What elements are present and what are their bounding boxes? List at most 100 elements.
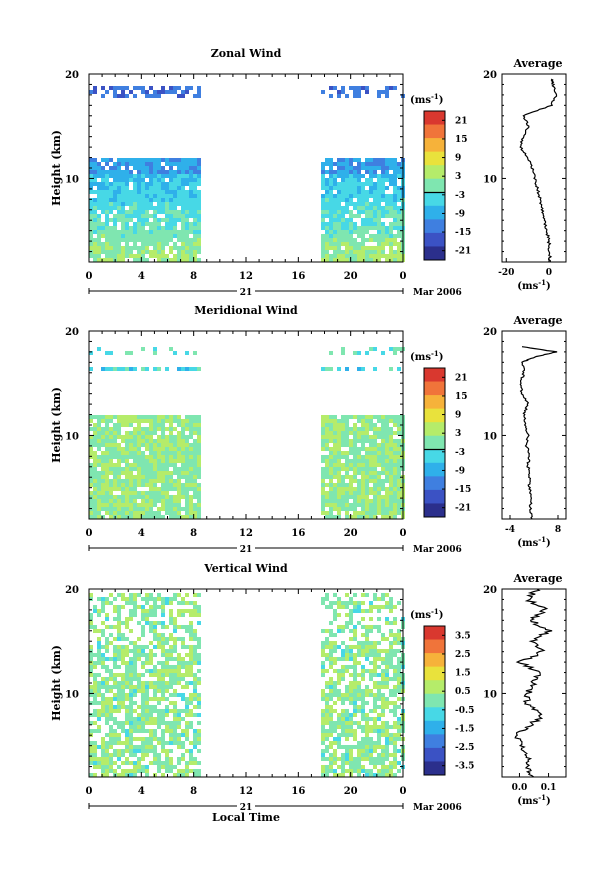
colorbar-segment: [424, 666, 445, 681]
x-tick-label: 16: [291, 786, 305, 797]
colorbar-segment: [424, 246, 445, 261]
colorbar-segment: [424, 165, 445, 180]
x-tick-label: 0: [400, 271, 407, 282]
average-frame: [501, 330, 567, 520]
colorbar-tick-label: 0.5: [455, 687, 471, 697]
colorbar-segment: [424, 626, 445, 641]
y-axis-label: Height (km): [50, 387, 63, 463]
date-label: Mar 2006: [413, 545, 462, 555]
colorbar-tick-label: -15: [455, 485, 471, 495]
average-x-tick-label: 0: [546, 268, 552, 278]
average-title: Average: [512, 57, 562, 70]
colorbar-tick-label: 2.5: [455, 650, 471, 660]
date-axis-caps: [88, 803, 404, 809]
y-axis-label: Height (km): [50, 130, 63, 206]
colorbar-frame: [423, 367, 446, 518]
colorbar-segment: [424, 408, 445, 423]
colorbar-tick-label: 3.5: [455, 631, 471, 641]
average-title: Average: [512, 572, 562, 585]
colorbar-tick-label: -3: [455, 448, 465, 458]
average-profile-panel: Average 10 20 -4 8 (ms-1): [483, 314, 567, 549]
x-tick-label: 0: [86, 271, 93, 282]
y-tick-label: 20: [65, 585, 79, 596]
y-tick-label: 20: [65, 327, 79, 338]
colorbar-segment: [424, 707, 445, 722]
date-axis-caps: [88, 288, 404, 294]
colorbar-segment: [424, 503, 445, 518]
heatmap-cells: [89, 593, 405, 777]
colorbar: 21 15 9 3 -3 -9 -15 -21 (ms-1): [410, 349, 471, 518]
average-y-tick-label: 20: [483, 70, 497, 81]
colorbar-tick-label: -2.5: [455, 743, 474, 753]
chart-title: Zonal Wind: [211, 47, 282, 60]
colorbar-frame: [423, 110, 446, 261]
colorbar-tick-label: -3: [455, 191, 465, 201]
average-y-tick-label: 20: [483, 585, 497, 596]
average-x-tick-label: -20: [498, 268, 514, 278]
x-tick-label: 20: [344, 271, 358, 282]
x-tick-label: 12: [239, 528, 253, 539]
date-day-label: 21: [240, 803, 253, 813]
y-tick-label: 10: [65, 431, 79, 442]
x-tick-label: 0: [86, 528, 93, 539]
colorbar-segment: [424, 435, 445, 450]
average-x-tick-label: 8: [555, 525, 561, 535]
chart-title: Meridional Wind: [194, 304, 298, 317]
colorbar-tick-label: 21: [455, 116, 468, 126]
date-day-label: 21: [240, 288, 253, 298]
colorbar-segment: [424, 422, 445, 437]
colorbar-tick-label: 15: [455, 392, 468, 402]
average-y-tick-label: 10: [483, 431, 497, 442]
date-label: Mar 2006: [413, 803, 462, 813]
average-y-tick-label: 10: [483, 174, 497, 185]
colorbar-segment: [424, 462, 445, 477]
date-label: Mar 2006: [413, 288, 462, 298]
colorbar-segment: [424, 747, 445, 762]
colorbar-segment: [424, 111, 445, 126]
colorbar-tick-label: -1.5: [455, 724, 474, 734]
colorbar-tick-label: -9: [455, 209, 465, 219]
colorbar-tick-label: 3: [455, 172, 461, 182]
colorbar-unit: (ms-1): [410, 607, 443, 621]
colorbar-tick-label: 9: [455, 154, 461, 164]
average-profile-line: [514, 588, 553, 778]
average-x-tick-label: 0.0: [512, 783, 528, 793]
heatmap-cells: [89, 347, 405, 519]
colorbar-segment: [424, 395, 445, 410]
colorbar-segment: [424, 381, 445, 396]
colorbar-tick-label: 1.5: [455, 669, 471, 679]
average-x-label: (ms-1): [517, 278, 550, 292]
colorbar-segment: [424, 205, 445, 220]
colorbar-segment: [424, 653, 445, 668]
panel-meridional-wind: Meridional Wind 10 20 Height (km) 0 4 8 12 16 20 0…: [50, 304, 567, 555]
average-title: Average: [512, 314, 562, 327]
x-tick-label: 12: [239, 786, 253, 797]
average-frame: [501, 73, 567, 263]
colorbar-segment: [424, 680, 445, 695]
average-x-tick-label: 0.1: [541, 783, 557, 793]
colorbar-segment: [424, 639, 445, 654]
colorbar-segment: [424, 232, 445, 247]
average-profile-panel: Average 10 20 -20 0(ms-1): [483, 57, 567, 292]
x-tick-label: 20: [344, 786, 358, 797]
colorbar-tick-label: -9: [455, 466, 465, 476]
x-tick-label: 4: [138, 786, 145, 797]
colorbar-tick-label: 3: [455, 429, 461, 439]
x-tick-label: 8: [190, 271, 197, 282]
colorbar-unit: (ms-1): [410, 92, 443, 106]
colorbar-tick-label: -3.5: [455, 762, 474, 772]
colorbar: 3.5 2.5 1.5 0.5 -0.5 -1.5 -2.5 -3.5 (ms-1): [410, 607, 474, 776]
x-tick-label: 0: [400, 786, 407, 797]
colorbar: 21 15 9 3 -3 -9 -15 -21 (ms-1): [410, 92, 471, 261]
x-tick-label: 4: [138, 271, 145, 282]
colorbar-segment: [424, 720, 445, 735]
colorbar-segment: [424, 761, 445, 776]
colorbar-frame: [423, 625, 446, 776]
colorbar-segment: [424, 124, 445, 139]
colorbar-segment: [424, 489, 445, 504]
panel-vertical-wind: Vertical Wind 10 20 Height (km) 0 4 8 12 16 20 0 21…: [50, 562, 567, 824]
y-axis-label: Height (km): [50, 645, 63, 721]
colorbar-tick-label: -21: [455, 247, 471, 257]
colorbar-segment: [424, 734, 445, 749]
x-tick-label: 16: [291, 271, 305, 282]
